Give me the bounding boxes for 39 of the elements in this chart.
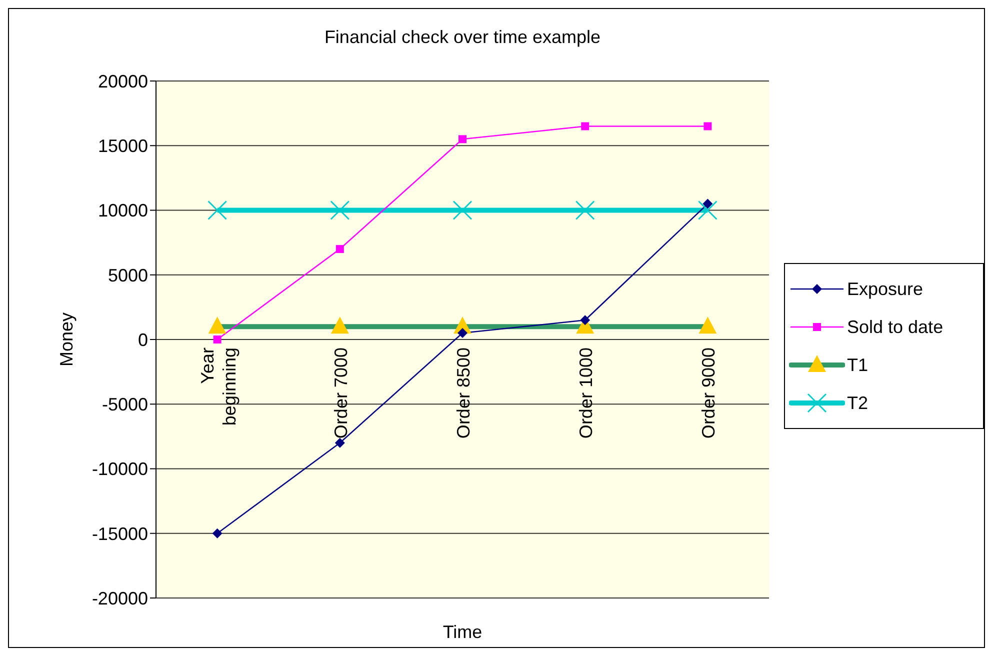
chart-title: Financial check over time example: [323, 27, 602, 48]
point: [452, 200, 472, 220]
point: [580, 315, 590, 326]
y-tick-label: -15000: [92, 524, 148, 544]
x-axis-title: Time: [442, 622, 482, 642]
point: [208, 316, 226, 334]
y-tick-label: 20000: [98, 71, 148, 92]
point: [704, 122, 712, 130]
y-tick-label: 15000: [98, 136, 148, 156]
point: [213, 336, 222, 344]
point: [581, 122, 590, 130]
point: [698, 200, 718, 220]
legend-label: T2: [847, 392, 868, 414]
point: [336, 245, 344, 254]
x-tick-label: Order 1000: [576, 348, 596, 439]
x-tick-label: Year beginning: [197, 348, 240, 426]
point: [458, 135, 466, 144]
point: [330, 316, 349, 334]
point: [575, 200, 595, 220]
point: [208, 200, 228, 220]
y-tick-label: 5000: [108, 265, 148, 286]
legend-label: Exposure: [847, 278, 924, 300]
y-axis-title: Money: [56, 312, 76, 367]
point: [702, 198, 713, 209]
x-tick-label: Order 9000: [698, 348, 719, 439]
x-tick-label: Order 7000: [330, 348, 351, 439]
point: [330, 200, 350, 220]
point: [334, 438, 345, 448]
y-tick-label: 10000: [98, 200, 148, 221]
y-tick-label: -20000: [92, 588, 148, 608]
y-tick-label: 0: [138, 330, 148, 350]
x-tick-label: Order 8500: [454, 348, 474, 439]
legend-label: Sold to date: [847, 316, 944, 338]
legend-label: T1: [847, 354, 868, 376]
y-tick-label: -5000: [102, 394, 148, 415]
point: [458, 328, 468, 338]
y-tick-label: -10000: [92, 459, 148, 480]
point: [698, 316, 717, 334]
point: [212, 528, 222, 538]
